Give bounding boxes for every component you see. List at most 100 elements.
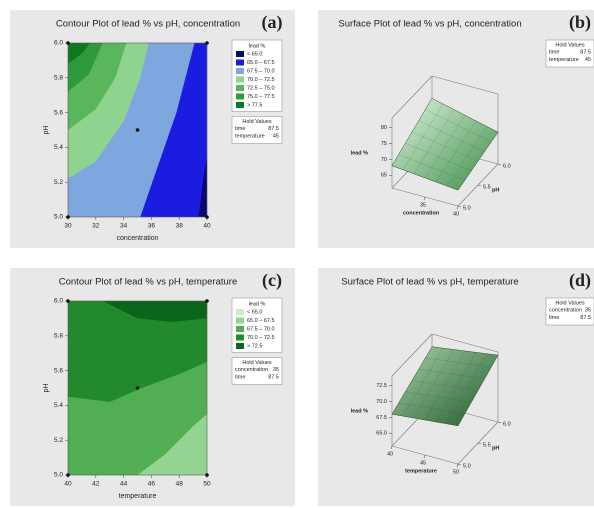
contour-region xyxy=(68,43,91,64)
y-axis-label: pH xyxy=(492,187,499,193)
legend-label: 70.0 – 72.5 xyxy=(247,335,275,341)
plot-frame xyxy=(67,300,208,476)
legend-label: 65.0 – 67.5 xyxy=(247,318,275,324)
x-tick xyxy=(390,445,393,450)
y-tick-label: 6.0 xyxy=(54,40,63,47)
hold-value: 35 xyxy=(585,307,591,313)
hold-name: time xyxy=(549,315,559,321)
hold-value: 45 xyxy=(585,57,591,63)
hold-box xyxy=(231,116,283,144)
x-tick-label: 30 xyxy=(64,223,72,230)
y-tick-label: 5.0 xyxy=(54,472,63,479)
panel-label: (a) xyxy=(262,12,283,33)
panel-label: (b) xyxy=(569,12,591,33)
legend-label: < 65.0 xyxy=(247,309,262,315)
legend-label: > 77.5 xyxy=(247,102,262,108)
legend-swatch xyxy=(236,309,244,315)
legend-label: 67.5 – 70.0 xyxy=(247,68,275,74)
legend-label: 70.0 – 72.5 xyxy=(247,77,275,83)
x-axis-label: temperature xyxy=(405,468,437,474)
chart-title: Surface Plot of lead % vs pH, concentrat… xyxy=(338,19,521,30)
design-point xyxy=(66,41,70,45)
box-edge xyxy=(391,333,433,377)
y-tick xyxy=(477,442,482,445)
hold-title: Hold Values xyxy=(555,300,584,306)
x-tick-label: 44 xyxy=(120,481,128,488)
x-tick-label: 40 xyxy=(64,481,72,488)
y-axis-label: pH xyxy=(43,384,50,393)
z-axis-label: lead % xyxy=(351,150,369,156)
y-tick-label: 5.8 xyxy=(54,333,63,340)
z-tick-label: 65.0 xyxy=(376,431,387,437)
design-point xyxy=(135,128,140,132)
hold-box xyxy=(545,297,594,326)
y-tick-label: 5.0 xyxy=(54,214,63,221)
x-tick xyxy=(423,196,426,201)
legend-swatch xyxy=(236,317,244,324)
y-tick xyxy=(457,205,462,208)
legend-swatch xyxy=(236,85,244,91)
hold-value: 87.5 xyxy=(580,315,591,321)
mesh-line xyxy=(425,109,492,142)
y-axis-label: pH xyxy=(492,445,499,451)
y-tick-label: 6.0 xyxy=(503,163,511,169)
y-tick xyxy=(457,463,462,466)
box-edge xyxy=(391,75,433,119)
x-tick-label: 35 xyxy=(420,202,426,208)
hold-box xyxy=(231,357,283,385)
chart-title: Surface Plot of lead % vs pH, temperatur… xyxy=(341,277,518,288)
chart-title: Contour Plot of lead % vs pH, temperatur… xyxy=(59,277,237,288)
z-tick-label: 72.5 xyxy=(376,383,387,389)
legend-label: > 72.5 xyxy=(247,343,262,349)
contour-region xyxy=(68,301,207,402)
y-tick-label: 6.0 xyxy=(503,421,511,427)
plot-frame xyxy=(67,42,208,218)
hold-box xyxy=(545,39,594,68)
y-tick-label: 5.0 xyxy=(463,463,471,469)
x-tick-label: 50 xyxy=(453,469,459,475)
hold-name: concentration xyxy=(549,307,582,313)
z-axis-label: lead % xyxy=(351,408,369,414)
z-tick-label: 67.5 xyxy=(376,415,387,421)
panel: Contour Plot of lead % vs pH, concentrat… xyxy=(10,10,295,248)
legend-label: 72.5 – 75.0 xyxy=(247,85,275,91)
legend-swatch xyxy=(236,343,244,349)
legend-swatch xyxy=(236,326,244,332)
hold-value: 87.5 xyxy=(268,374,279,380)
panel: Contour Plot of lead % vs pH, temperatur… xyxy=(10,268,295,506)
panel: Surface Plot of lead % vs pH, temperatur… xyxy=(318,268,594,506)
y-axis-label: pH xyxy=(43,126,50,135)
y-tick xyxy=(497,163,502,166)
z-tick-label: 70.0 xyxy=(376,399,387,405)
y-tick-label: 5.4 xyxy=(54,402,63,409)
z-tick-label: 75 xyxy=(381,141,387,147)
legend-swatch xyxy=(236,334,244,341)
panel-label: (d) xyxy=(569,270,591,291)
y-tick xyxy=(477,184,482,187)
x-tick xyxy=(456,205,459,210)
x-tick-label: 50 xyxy=(203,481,211,488)
hold-name: temperature xyxy=(549,57,579,63)
x-tick-label: 46 xyxy=(148,481,156,488)
design-point xyxy=(205,299,209,303)
design-point xyxy=(205,215,209,219)
legend-swatch xyxy=(236,93,244,100)
x-tick xyxy=(423,454,426,459)
legend-title: lead % xyxy=(249,43,266,49)
x-tick-label: 40 xyxy=(387,451,393,457)
x-axis-label: concentration xyxy=(116,235,158,242)
design-point xyxy=(66,473,70,477)
legend-swatch xyxy=(236,102,244,108)
x-tick-label: 48 xyxy=(176,481,184,488)
x-axis-label: temperature xyxy=(119,493,157,500)
panel-label: (c) xyxy=(262,270,282,291)
x-tick-label: 36 xyxy=(148,223,156,230)
hold-title: Hold Values xyxy=(555,42,584,48)
design-point xyxy=(205,473,209,477)
hold-title: Hold Values xyxy=(242,119,271,125)
design-point xyxy=(66,299,70,303)
x-tick-label: 34 xyxy=(120,223,128,230)
y-tick-label: 5.6 xyxy=(54,367,63,374)
legend-label: 67.5 – 70.0 xyxy=(247,326,275,332)
